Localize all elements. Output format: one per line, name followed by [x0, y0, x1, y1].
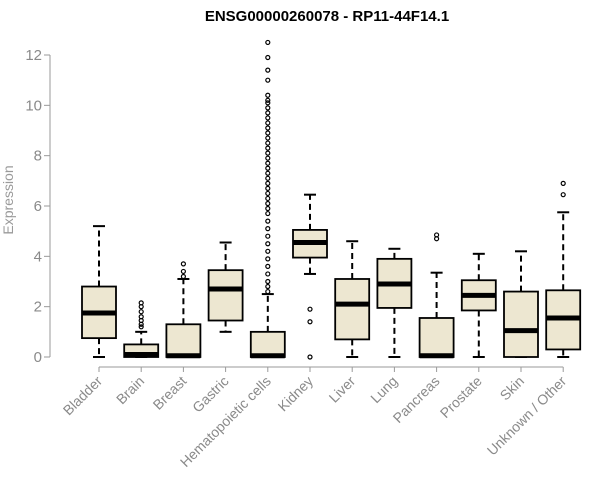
outlier-point [265, 180, 271, 186]
y-tick-label: 2 [34, 299, 42, 316]
iqr-box [207, 269, 244, 322]
outlier-point [265, 130, 271, 136]
outlier-point [265, 165, 271, 171]
outlier-point [265, 271, 271, 277]
outlier-point [265, 210, 271, 217]
outlier-point [265, 155, 271, 161]
box-kidney [292, 193, 328, 360]
outlier-point [180, 261, 186, 267]
iqr-box [249, 330, 286, 358]
outlier-point [138, 300, 144, 306]
axes: 0 2 4 6 8 10 12 [25, 47, 564, 372]
box-brain [123, 300, 160, 358]
outlier-point [265, 125, 271, 131]
outlier-point [138, 314, 144, 320]
outlier-point [265, 170, 271, 176]
outlier-point [265, 195, 271, 202]
y-tick-label: 10 [25, 97, 42, 114]
outlier-point [265, 288, 271, 295]
outlier-point [560, 180, 566, 186]
outlier-point [265, 105, 271, 111]
x-tick-label: Kidney [275, 373, 317, 415]
box-liver [334, 240, 371, 358]
outlier-point [307, 354, 313, 360]
outlier-point [265, 218, 271, 224]
y-tick-label: 4 [34, 248, 42, 265]
y-tick-label: 8 [34, 148, 42, 165]
box-breast [165, 261, 202, 359]
outlier-point [265, 263, 271, 269]
box-prostate [460, 252, 497, 358]
outlier-point [265, 77, 271, 83]
iqr-box [334, 278, 371, 341]
box-lung [376, 247, 413, 358]
outlier-point [560, 192, 566, 198]
outlier-point [265, 160, 271, 166]
x-tick-label: Brain [113, 373, 147, 407]
y-tick-label: 0 [34, 349, 42, 366]
outlier-point [265, 120, 271, 126]
outlier-point [265, 145, 271, 151]
outlier-point [265, 140, 271, 146]
outlier-point [307, 319, 313, 325]
outlier-point [265, 150, 271, 156]
outlier-point [265, 241, 271, 247]
x-tick-label: Liver [326, 373, 359, 406]
y-axis-label: Expression [0, 165, 16, 234]
y-tick-label: 12 [25, 47, 42, 64]
outlier-point [265, 185, 271, 191]
outlier-point [138, 309, 144, 315]
outlier-point [265, 54, 271, 61]
box-unknown-other [545, 180, 582, 358]
outlier-point [265, 226, 271, 232]
x-tick-label: Bladder [60, 373, 106, 419]
outlier-point [265, 175, 271, 181]
outlier-point [180, 268, 186, 275]
iqr-box [165, 323, 202, 358]
outlier-point [265, 190, 271, 197]
iqr-box [503, 290, 539, 358]
outlier-point [180, 273, 186, 280]
chart-title: ENSG00000260078 - RP11-44F14.1 [205, 8, 449, 25]
outlier-point [265, 92, 271, 98]
outlier-point [265, 256, 271, 262]
box-pancreas [418, 232, 455, 359]
outlier-point [265, 39, 271, 46]
outlier-point [265, 110, 271, 116]
outlier-point [265, 97, 271, 103]
outlier-point [265, 278, 271, 285]
outlier-point [307, 306, 313, 312]
boxes-group [81, 39, 582, 360]
outlier-point [265, 233, 271, 239]
box-gastric [207, 241, 244, 333]
box-skin [503, 250, 539, 358]
x-tick-label: Pancreas [390, 373, 443, 426]
x-tick-label: Unknown / Other [484, 373, 570, 459]
outlier-point [434, 232, 440, 238]
outlier-point [265, 135, 271, 141]
outlier-point [265, 67, 271, 73]
box-bladder [81, 225, 117, 358]
outlier-point [265, 100, 271, 106]
box-hematopoietic-cells [249, 39, 286, 359]
y-tick-label: 6 [34, 198, 42, 215]
outlier-point [265, 283, 271, 290]
outlier-point [265, 205, 271, 212]
outlier-point [265, 115, 271, 121]
x-tick-label: Breast [150, 373, 190, 413]
x-tick-label: Lung [367, 373, 400, 406]
outlier-point [138, 324, 144, 330]
x-tick-label: Prostate [437, 373, 485, 421]
x-tick-label: Skin [497, 373, 528, 404]
iqr-box [418, 317, 455, 358]
outlier-point [265, 248, 271, 254]
outlier-point [265, 200, 271, 207]
